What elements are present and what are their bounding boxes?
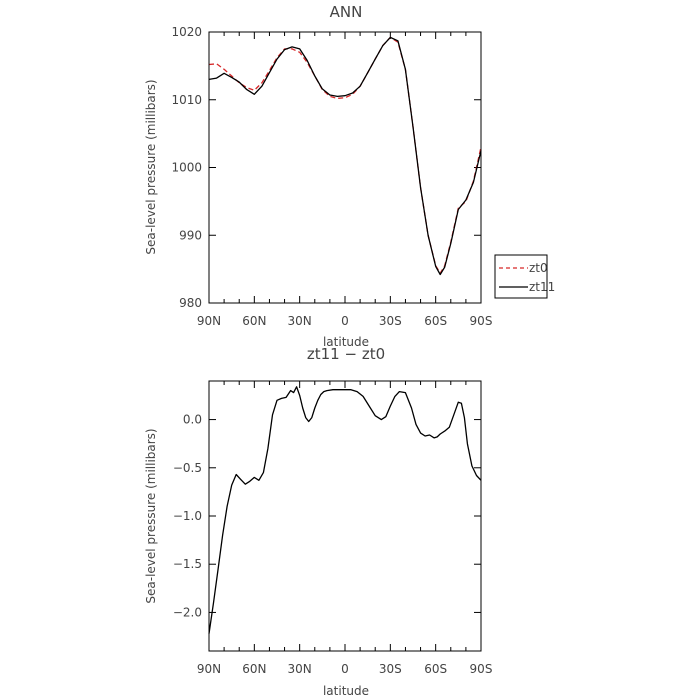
legend: zt0 zt11 (494, 254, 555, 299)
top-x-tick-label: 30N (288, 314, 312, 328)
top-y-tick-label: 980 (179, 296, 202, 310)
bottom-x-tick-label: 90S (470, 662, 493, 676)
bottom-x-tick-label: 30S (379, 662, 402, 676)
y-axis-label-top: Sea-level pressure (millibars) (144, 79, 158, 254)
bottom-y-tick-label: −1.5 (173, 557, 202, 571)
top-y-tick-label: 1000 (171, 161, 202, 175)
bottom-x-tick-label: 0 (341, 662, 349, 676)
x-axis-label-top: latitude (323, 335, 369, 349)
chart-title-top: ANN (330, 3, 363, 21)
bottom-x-tick-label: 60S (424, 662, 447, 676)
top-series-line-2 (208, 36, 482, 276)
bottom-x-tick-label: 60N (242, 662, 266, 676)
bottom-y-tick-label: 0.0 (183, 413, 202, 427)
top-y-tick-label: 1010 (171, 93, 202, 107)
top-x-tick-label: 90N (197, 314, 221, 328)
bottom-y-tick-label: −2.0 (173, 605, 202, 619)
top-series-line-1 (208, 36, 482, 274)
bottom-x-tick-label: 30N (288, 662, 312, 676)
panel-bottom: zt11 − zt0 90N 60N 30N 0 30S 60S 90S −2.0 −1.5 −1… (144, 345, 492, 698)
bottom-x-tick-label: 90N (197, 662, 221, 676)
top-y-tick-label: 1020 (171, 25, 202, 39)
top-x-tick-label: 60N (242, 314, 266, 328)
legend-label-zt0: zt0 (529, 261, 548, 275)
top-x-tick-label: 90S (470, 314, 493, 328)
top-x-tick-label: 30S (379, 314, 402, 328)
y-axis-label-bottom: Sea-level pressure (millibars) (144, 428, 158, 603)
legend-box (494, 254, 548, 299)
x-axis-label-bottom: latitude (323, 684, 369, 698)
bottom-y-tick-label: −0.5 (173, 461, 202, 475)
top-x-tick-label: 60S (424, 314, 447, 328)
plot-frame-bottom (208, 380, 482, 652)
chart-title-bottom: zt11 − zt0 (307, 345, 385, 363)
bottom-series-line-1 (208, 386, 482, 634)
top-y-tick-label: 990 (179, 228, 202, 242)
bottom-y-tick-label: −1.0 (173, 509, 202, 523)
top-x-tick-label: 0 (341, 314, 349, 328)
legend-label-zt11: zt11 (529, 280, 555, 294)
panel-top: ANN 90N 60N 30N 0 30S 60S 90S 980 990 1000 1010 102… (144, 3, 555, 349)
plot-frame-top (208, 31, 482, 304)
